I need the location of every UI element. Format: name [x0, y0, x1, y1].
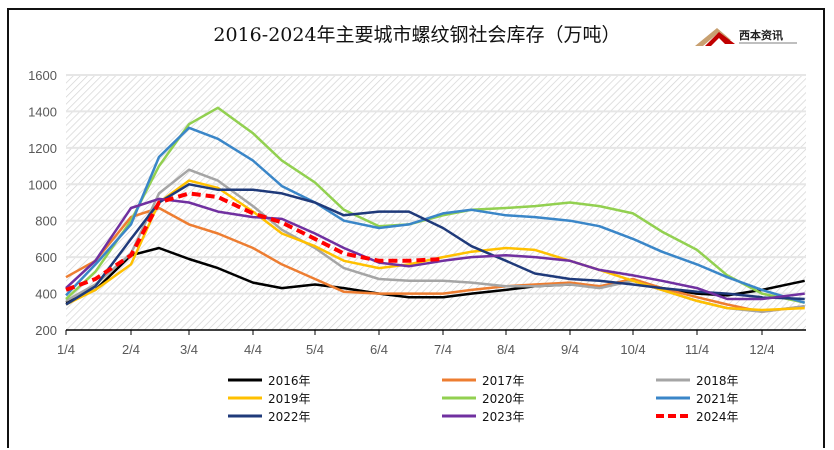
- legend-label: 2021年: [696, 392, 739, 406]
- x-tick-label: 9/4: [561, 342, 579, 357]
- svg-text:西本资讯: 西本资讯: [739, 28, 783, 42]
- x-tick-label: 5/4: [306, 342, 324, 357]
- y-tick-label: 1400: [28, 104, 57, 119]
- y-tick-label: 1000: [28, 177, 57, 192]
- legend-label: 2024年: [696, 410, 739, 424]
- legend-label: 2020年: [482, 392, 525, 406]
- series-line-2023: [65, 197, 805, 301]
- legend-label: 2016年: [268, 374, 311, 388]
- x-tick-label: 6/4: [370, 342, 388, 357]
- y-tick-label: 400: [35, 287, 57, 302]
- chart-title: 2016-2024年主要城市螺纹钢社会库存（万吨）: [213, 24, 621, 46]
- x-tick-label: 8/4: [497, 342, 515, 357]
- x-tick-label: 3/4: [180, 342, 198, 357]
- legend-label: 2022年: [268, 410, 311, 424]
- series-line-2022: [65, 183, 805, 306]
- y-tick-label: 1200: [28, 141, 57, 156]
- legend-label: 2018年: [696, 374, 739, 388]
- y-tick-label: 800: [35, 214, 57, 229]
- series-line-2024: [65, 191, 444, 292]
- x-tick-label: 11/4: [685, 342, 709, 357]
- x-tick-label: 12/4: [749, 342, 774, 357]
- x-tick-label: 1/4: [57, 342, 75, 357]
- x-tick-label: 7/4: [434, 342, 452, 357]
- legend-label: 2017年: [482, 374, 525, 388]
- y-tick-label: 200: [35, 323, 57, 338]
- x-tick-label: 10/4: [620, 342, 645, 357]
- legend-label: 2023年: [482, 410, 525, 424]
- x-tick-label: 2/4: [122, 342, 140, 357]
- xiben-logo: 西本资讯: [695, 28, 797, 46]
- series-line-2019: [65, 179, 805, 312]
- y-tick-label: 600: [35, 250, 57, 265]
- legend-label: 2019年: [268, 392, 311, 406]
- y-tick-label: 1600: [28, 68, 57, 83]
- x-tick-label: 4/4: [244, 342, 262, 357]
